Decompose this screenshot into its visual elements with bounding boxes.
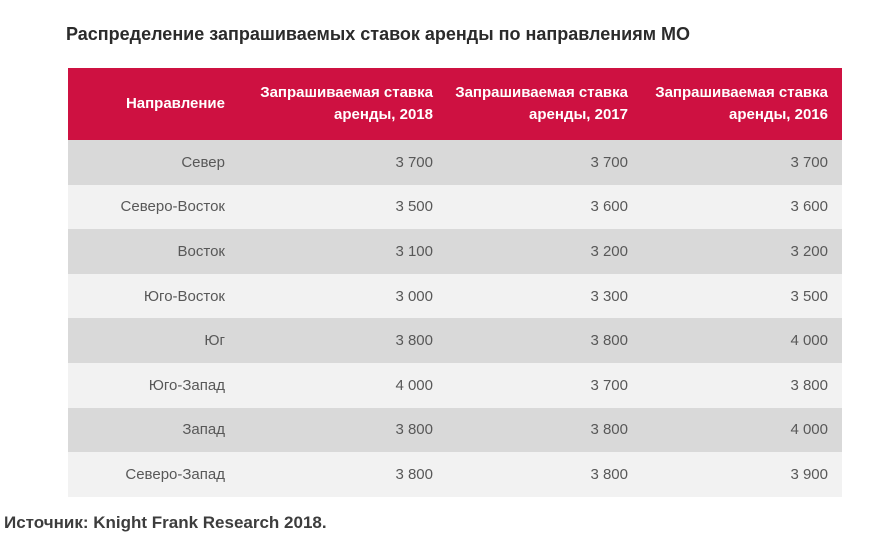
rate-2018-cell: 4 000 bbox=[239, 362, 447, 408]
direction-cell: Северо-Запад bbox=[68, 452, 239, 497]
rate-2018-cell: 3 700 bbox=[239, 140, 447, 185]
direction-cell: Юго-Запад bbox=[68, 362, 239, 408]
rate-2017-cell: 3 700 bbox=[447, 362, 642, 408]
table-header: Направление Запрашиваемая ставка аренды,… bbox=[68, 68, 842, 140]
rate-2016-cell: 4 000 bbox=[642, 407, 842, 453]
table-row: Юго-Восток 3 000 3 300 3 500 bbox=[68, 273, 842, 319]
rate-2018-cell: 3 800 bbox=[239, 318, 447, 363]
column-header-rate-2018: Запрашиваемая ставка аренды, 2018 bbox=[239, 68, 447, 140]
rate-2018-cell: 3 500 bbox=[239, 184, 447, 230]
rate-2016-cell: 3 500 bbox=[642, 273, 842, 319]
rate-2016-cell: 3 200 bbox=[642, 229, 842, 274]
table-row: Северо-Запад 3 800 3 800 3 900 bbox=[68, 452, 842, 497]
table-row: Юг 3 800 3 800 4 000 bbox=[68, 318, 842, 363]
rate-2018-cell: 3 000 bbox=[239, 273, 447, 319]
rate-2016-cell: 3 800 bbox=[642, 362, 842, 408]
rate-2017-cell: 3 300 bbox=[447, 273, 642, 319]
column-header-direction: Направление bbox=[68, 68, 239, 140]
column-header-rate-2016: Запрашиваемая ставка аренды, 2016 bbox=[642, 68, 842, 140]
rate-2016-cell: 3 900 bbox=[642, 452, 842, 497]
rate-2018-cell: 3 800 bbox=[239, 452, 447, 497]
direction-cell: Запад bbox=[68, 407, 239, 453]
direction-cell: Юго-Восток bbox=[68, 273, 239, 319]
table-row: Северо-Восток 3 500 3 600 3 600 bbox=[68, 184, 842, 230]
rate-2017-cell: 3 600 bbox=[447, 184, 642, 230]
page-title: Распределение запрашиваемых ставок аренд… bbox=[66, 24, 691, 44]
header-row: Направление Запрашиваемая ставка аренды,… bbox=[68, 68, 842, 140]
direction-cell: Восток bbox=[68, 229, 239, 274]
table-body: Север 3 700 3 700 3 700 Северо-Восток 3 … bbox=[68, 140, 842, 497]
rate-2017-cell: 3 700 bbox=[447, 140, 642, 185]
rate-2017-cell: 3 800 bbox=[447, 318, 642, 363]
table-row: Юго-Запад 4 000 3 700 3 800 bbox=[68, 362, 842, 408]
rate-2018-cell: 3 100 bbox=[239, 229, 447, 274]
table-row: Север 3 700 3 700 3 700 bbox=[68, 140, 842, 185]
direction-cell: Север bbox=[68, 140, 239, 185]
direction-cell: Северо-Восток bbox=[68, 184, 239, 230]
rate-2016-cell: 4 000 bbox=[642, 318, 842, 363]
rate-2018-cell: 3 800 bbox=[239, 407, 447, 453]
direction-cell: Юг bbox=[68, 318, 239, 363]
rate-2016-cell: 3 700 bbox=[642, 140, 842, 185]
rate-2017-cell: 3 800 bbox=[447, 452, 642, 497]
rental-rates-table: Направление Запрашиваемая ставка аренды,… bbox=[68, 68, 842, 497]
rate-2016-cell: 3 600 bbox=[642, 184, 842, 230]
table-row: Запад 3 800 3 800 4 000 bbox=[68, 407, 842, 453]
column-header-rate-2017: Запрашиваемая ставка аренды, 2017 bbox=[447, 68, 642, 140]
source-note: Источник: Knight Frank Research 2018. bbox=[4, 513, 327, 532]
table-row: Восток 3 100 3 200 3 200 bbox=[68, 229, 842, 274]
rate-2017-cell: 3 200 bbox=[447, 229, 642, 274]
rate-2017-cell: 3 800 bbox=[447, 407, 642, 453]
